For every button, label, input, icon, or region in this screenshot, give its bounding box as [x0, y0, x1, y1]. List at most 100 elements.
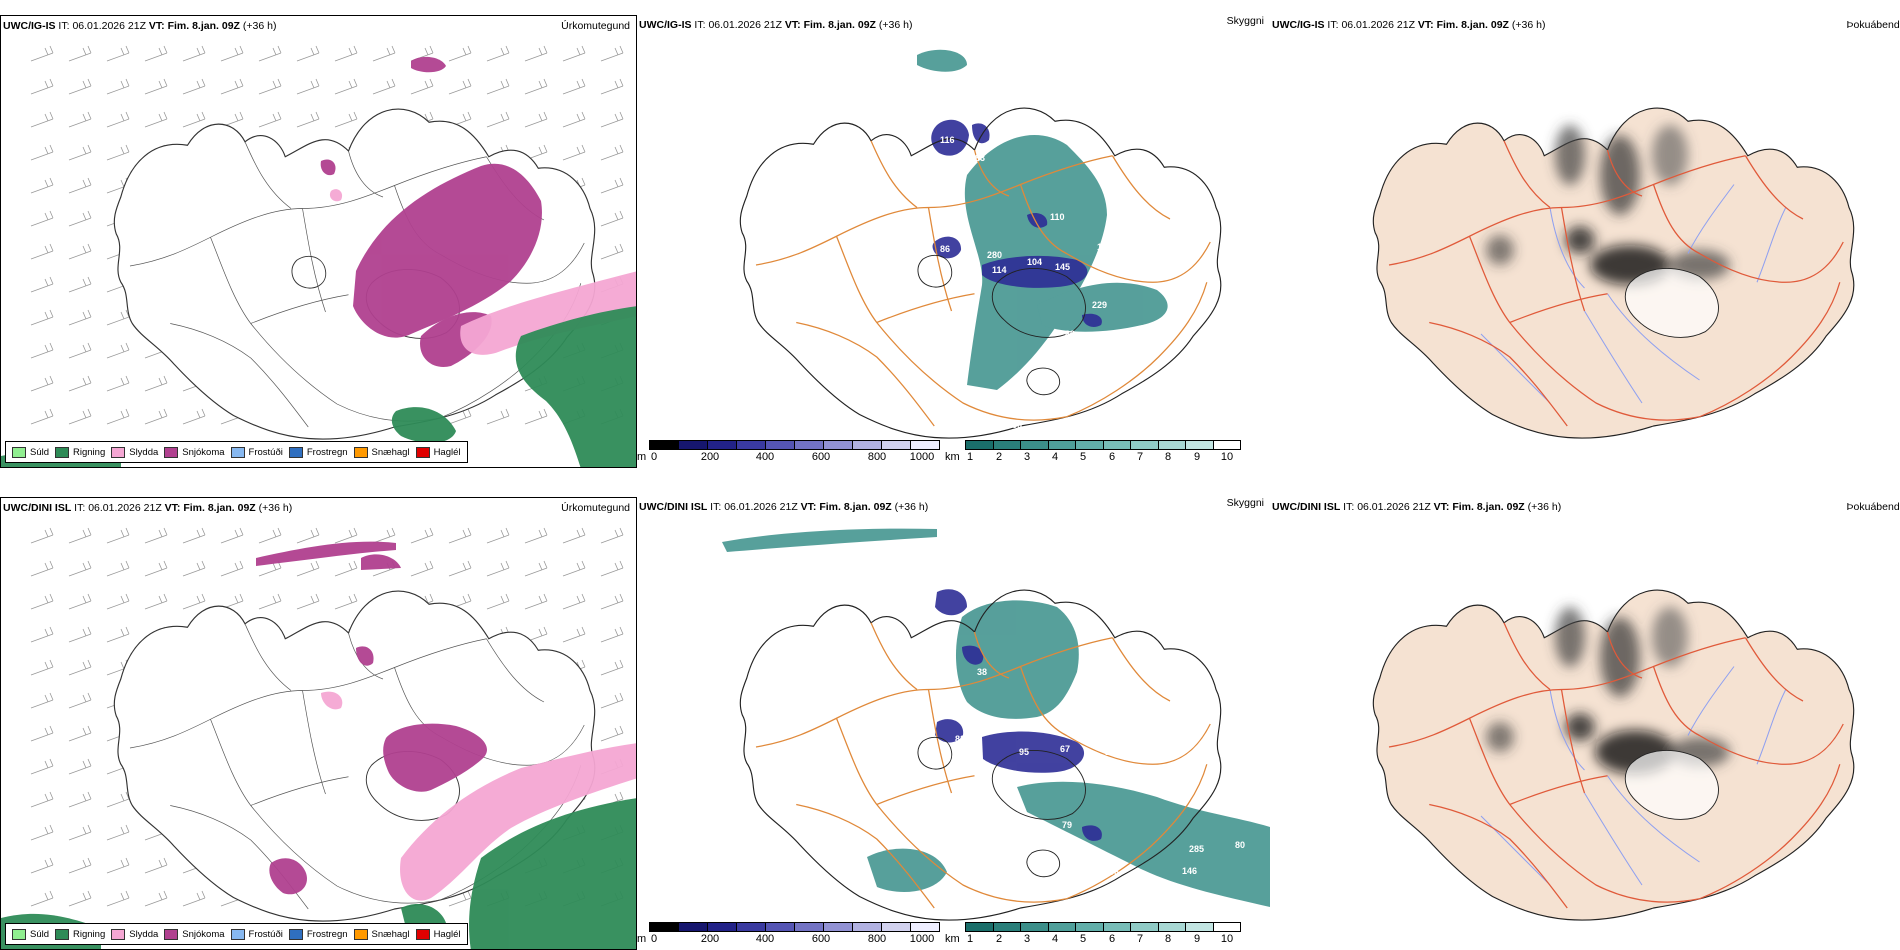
- ceiling-label: 103: [940, 662, 955, 672]
- wind-barb: [182, 78, 206, 95]
- legend-label: Rigning: [73, 928, 106, 940]
- panel-title: Skyggni: [1226, 497, 1264, 509]
- fog-index-map-top: [1372, 107, 1855, 439]
- panel-header: UWC/IG-IS IT: 06.01.2026 21Z VT: Fim. 8.…: [1272, 19, 1900, 35]
- wind-barb: [106, 791, 130, 808]
- wind-barb: [106, 342, 130, 359]
- visibility-tick: 6: [1108, 451, 1116, 463]
- wind-barb: [600, 210, 624, 227]
- legend-item: Haglél: [415, 446, 461, 458]
- wind-barb: [334, 527, 358, 544]
- valid-time: Fim. 8.jan. 09Z: [1452, 501, 1525, 513]
- wind-barb: [258, 593, 282, 610]
- issue-time: 06.01.2026 21Z: [72, 20, 146, 32]
- wind-barb: [106, 890, 130, 907]
- wind-barb: [334, 111, 358, 128]
- valid-prefix: VT:: [1433, 501, 1450, 513]
- wind-barb: [144, 527, 168, 544]
- ceiling-label: 106: [1104, 867, 1119, 877]
- wind-barb: [600, 243, 624, 260]
- wind-barb: [106, 857, 130, 874]
- panel-header: UWC/DINI ISL IT: 06.01.2026 21Z VT: Fim.…: [3, 502, 630, 518]
- wind-barb: [68, 177, 92, 194]
- wind-barb: [30, 824, 54, 841]
- panel-header: UWC/IG-IS IT: 06.01.2026 21Z VT: Fim. 8.…: [639, 15, 1264, 35]
- model-name: UWC/IG-IS: [639, 19, 692, 31]
- ceiling-label: 95: [1019, 747, 1029, 757]
- visibility-tick: 1: [966, 933, 974, 945]
- wind-barb: [30, 276, 54, 293]
- wind-barb: [524, 560, 548, 577]
- legend-label: Haglél: [433, 446, 461, 458]
- visibility-tick: 7: [1136, 451, 1144, 463]
- legend-label: Slydda: [129, 928, 159, 940]
- wind-barb: [410, 560, 434, 577]
- model-name: UWC/DINI ISL: [3, 502, 72, 514]
- legend-label: Snæhagl: [371, 928, 410, 940]
- cloud-visibility-panel-bottom: UWC/DINI ISL IT: 06.01.2026 21Z VT: Fim.…: [637, 497, 1270, 950]
- wind-barb: [296, 593, 320, 610]
- wind-barb: [182, 111, 206, 128]
- cloud-visibility-panel-top: UWC/IG-IS IT: 06.01.2026 21Z VT: Fim. 8.…: [637, 15, 1270, 468]
- issue-prefix: IT:: [1343, 501, 1355, 513]
- ceiling-label: 353: [1087, 348, 1102, 358]
- wind-barb: [106, 375, 130, 392]
- wind-barb: [182, 527, 206, 544]
- wind-barb: [220, 560, 244, 577]
- issue-time: 06.01.2026 21Z: [88, 502, 162, 514]
- wind-barb: [448, 527, 472, 544]
- valid-prefix: VT:: [1417, 19, 1434, 31]
- ceiling-colorbar: m 0 200 400 600 800 1000: [637, 922, 942, 950]
- ceiling-label: 104: [1027, 257, 1042, 267]
- panel-title: Úrkomutegund: [561, 502, 630, 514]
- wind-barb: [30, 527, 54, 544]
- wind-barb: [486, 45, 510, 62]
- valid-time: Fim. 8.jan. 09Z: [819, 501, 892, 513]
- wind-barb: [106, 824, 130, 841]
- visibility-tick: 10: [1220, 933, 1234, 945]
- wind-barb: [448, 890, 472, 907]
- wind-barb: [562, 45, 586, 62]
- wind-barb: [486, 111, 510, 128]
- ceiling-tick: 400: [755, 933, 775, 945]
- sleet-areas: [329, 189, 636, 355]
- ceiling-label: 503: [1143, 225, 1158, 235]
- wind-barb: [30, 857, 54, 874]
- legend-item: Súld: [12, 446, 49, 458]
- wind-barb: [600, 144, 624, 161]
- ceiling-label: 956: [1007, 420, 1022, 430]
- wind-barb: [600, 527, 624, 544]
- fog-index-panel-bottom: UWC/DINI ISL IT: 06.01.2026 21Z VT: Fim.…: [1270, 497, 1900, 950]
- wind-barb: [562, 78, 586, 95]
- precip-map-bottom: [1, 527, 636, 949]
- visibility-tick: 9: [1193, 933, 1201, 945]
- ceiling-colorbar: m 0 200 400 600 800 1000: [637, 440, 942, 468]
- ceiling-tick: 200: [700, 451, 720, 463]
- ceiling-value-labels: 103 38 82 95 67 129 82 548 79 106 146 28…: [907, 620, 1245, 912]
- legend-item: Rigning: [55, 446, 105, 458]
- issue-prefix: IT:: [74, 502, 86, 514]
- wind-barb: [372, 45, 396, 62]
- wind-barb: [562, 144, 586, 161]
- ceiling-tick: 600: [811, 451, 831, 463]
- lead-time: (+36 h): [1527, 501, 1562, 513]
- ceiling-label: 146: [1182, 866, 1197, 876]
- ceiling-label: 280: [987, 250, 1002, 260]
- ceiling-label: 88: [1162, 318, 1172, 328]
- wind-barb: [68, 111, 92, 128]
- wind-barb: [182, 593, 206, 610]
- issue-time: 06.01.2026 21Z: [1341, 19, 1415, 31]
- wind-barb: [106, 560, 130, 577]
- wind-barb: [182, 560, 206, 577]
- ceiling-label: 966: [907, 902, 922, 912]
- ceiling-value-labels: 116 80 83 86 114 104 145 110 146 188 170…: [907, 135, 1229, 430]
- valid-prefix: VT:: [148, 20, 165, 32]
- wind-barb: [68, 725, 92, 742]
- wind-barb: [448, 408, 472, 425]
- wind-barb: [448, 560, 472, 577]
- wind-barb: [106, 144, 130, 161]
- model-name: UWC/IG-IS: [3, 20, 56, 32]
- ceiling-label: 145: [1055, 262, 1070, 272]
- wind-barb: [106, 111, 130, 128]
- ceiling-label: 674: [1127, 212, 1142, 222]
